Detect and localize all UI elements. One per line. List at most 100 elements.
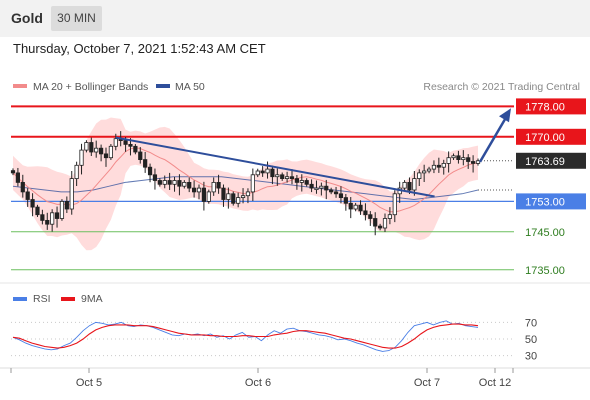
candle-body — [94, 147, 99, 153]
candle-body — [329, 189, 334, 193]
candle-body — [412, 178, 417, 191]
candle-body — [382, 218, 388, 229]
timeframe-button[interactable]: 30 MIN — [51, 6, 102, 31]
candle-body — [431, 164, 437, 170]
candle-body — [280, 174, 285, 180]
level-1763-69-tag — [516, 152, 586, 169]
candle-body — [45, 219, 50, 225]
chart-credit: Research © 2021 Trading Central — [423, 81, 580, 93]
candle-body — [103, 153, 109, 159]
legend-label-ma20: MA 20 + Bollinger Bands — [33, 81, 148, 93]
candle-body — [89, 142, 94, 153]
candle-body — [128, 143, 133, 147]
candle-body — [363, 210, 368, 216]
candle-body — [20, 181, 25, 193]
candle-body — [422, 170, 427, 174]
top-bar: Gold 30 MIN — [0, 0, 590, 37]
candle-body — [35, 206, 40, 216]
x-label-0: Oct 5 — [76, 377, 102, 389]
legend-swatch-ma20 — [13, 84, 27, 88]
candle-body — [260, 170, 265, 174]
candle-body — [436, 164, 441, 168]
level-1770-00-tag — [516, 128, 586, 145]
candle-body — [270, 168, 275, 178]
candle-body — [167, 180, 172, 185]
candle-body — [285, 176, 290, 179]
candle-body — [172, 180, 177, 185]
level-1770-00-label: 1770.00 — [525, 132, 565, 144]
candle-body — [387, 214, 392, 219]
level-1735-00-label: 1735.00 — [525, 265, 565, 277]
legend-label-9ma: 9MA — [81, 293, 103, 305]
candle-body — [40, 214, 45, 221]
candle-body — [299, 180, 304, 183]
candle-body — [226, 193, 231, 200]
candle-body — [59, 200, 65, 219]
candle-body — [348, 202, 353, 210]
candle-body — [79, 149, 84, 166]
instrument-title: Gold — [11, 10, 43, 26]
candle-body — [15, 172, 20, 183]
legend-label-rsi: RSI — [33, 293, 51, 305]
bollinger-band — [13, 117, 478, 251]
candle-body — [466, 157, 471, 162]
projection-arrow-head — [499, 108, 511, 123]
candle-body — [74, 164, 79, 180]
candle-body — [289, 176, 295, 179]
candle-body — [456, 155, 461, 161]
legend-swatch-rsi — [13, 297, 27, 301]
candles — [10, 131, 481, 236]
rsi-line — [12, 320, 479, 352]
candle-body — [426, 168, 432, 172]
candle-body — [216, 181, 221, 189]
candle-body — [157, 180, 162, 185]
candle-body — [108, 145, 113, 159]
candle-body — [343, 197, 348, 204]
level-1778-00-label: 1778.00 — [525, 101, 565, 113]
level-1745-00-label: 1745.00 — [525, 227, 565, 239]
candle-body — [353, 204, 358, 210]
candle-body — [441, 162, 446, 168]
candle-body — [162, 180, 167, 185]
candle-body — [319, 185, 324, 189]
rsi-9ma-line — [12, 323, 479, 349]
candle-body — [206, 191, 211, 202]
candle-body — [265, 168, 270, 174]
candle-body — [338, 193, 344, 199]
candle-body — [84, 142, 89, 151]
candle-body — [25, 191, 30, 200]
candle-body — [182, 181, 187, 187]
candle-body — [69, 178, 74, 210]
candle-body — [221, 187, 226, 200]
candle-body — [475, 160, 481, 164]
candle-body — [461, 157, 466, 160]
x-label-2: Oct 7 — [414, 377, 440, 389]
candle-body — [304, 180, 309, 185]
level-1763-69-label: 1763.69 — [525, 156, 565, 168]
candle-body — [378, 225, 383, 229]
candle-body — [231, 193, 236, 204]
candle-body — [446, 157, 451, 164]
candle-body — [113, 138, 118, 147]
level-1778-00-tag — [516, 98, 586, 115]
level-1753-00-label: 1753.00 — [525, 196, 565, 208]
candle-body — [451, 155, 456, 159]
candle-body — [10, 170, 16, 174]
rsi-tick-30: 30 — [525, 351, 537, 363]
candle-body — [255, 170, 260, 176]
candle-body — [30, 199, 35, 208]
candle-body — [123, 140, 128, 145]
candle-body — [138, 151, 143, 160]
candle-body — [147, 166, 153, 176]
trendline — [115, 136, 435, 198]
candle-body — [309, 183, 314, 189]
candle-body — [417, 172, 422, 179]
rsi-tick-50: 50 — [525, 334, 537, 346]
candle-body — [314, 187, 319, 191]
projection-arrow-shaft — [478, 118, 507, 163]
candle-body — [143, 159, 148, 168]
candle-body — [50, 212, 55, 225]
candle-body — [368, 214, 373, 219]
level-1753-00-tag — [516, 193, 586, 210]
rsi-tick-70: 70 — [525, 317, 537, 329]
